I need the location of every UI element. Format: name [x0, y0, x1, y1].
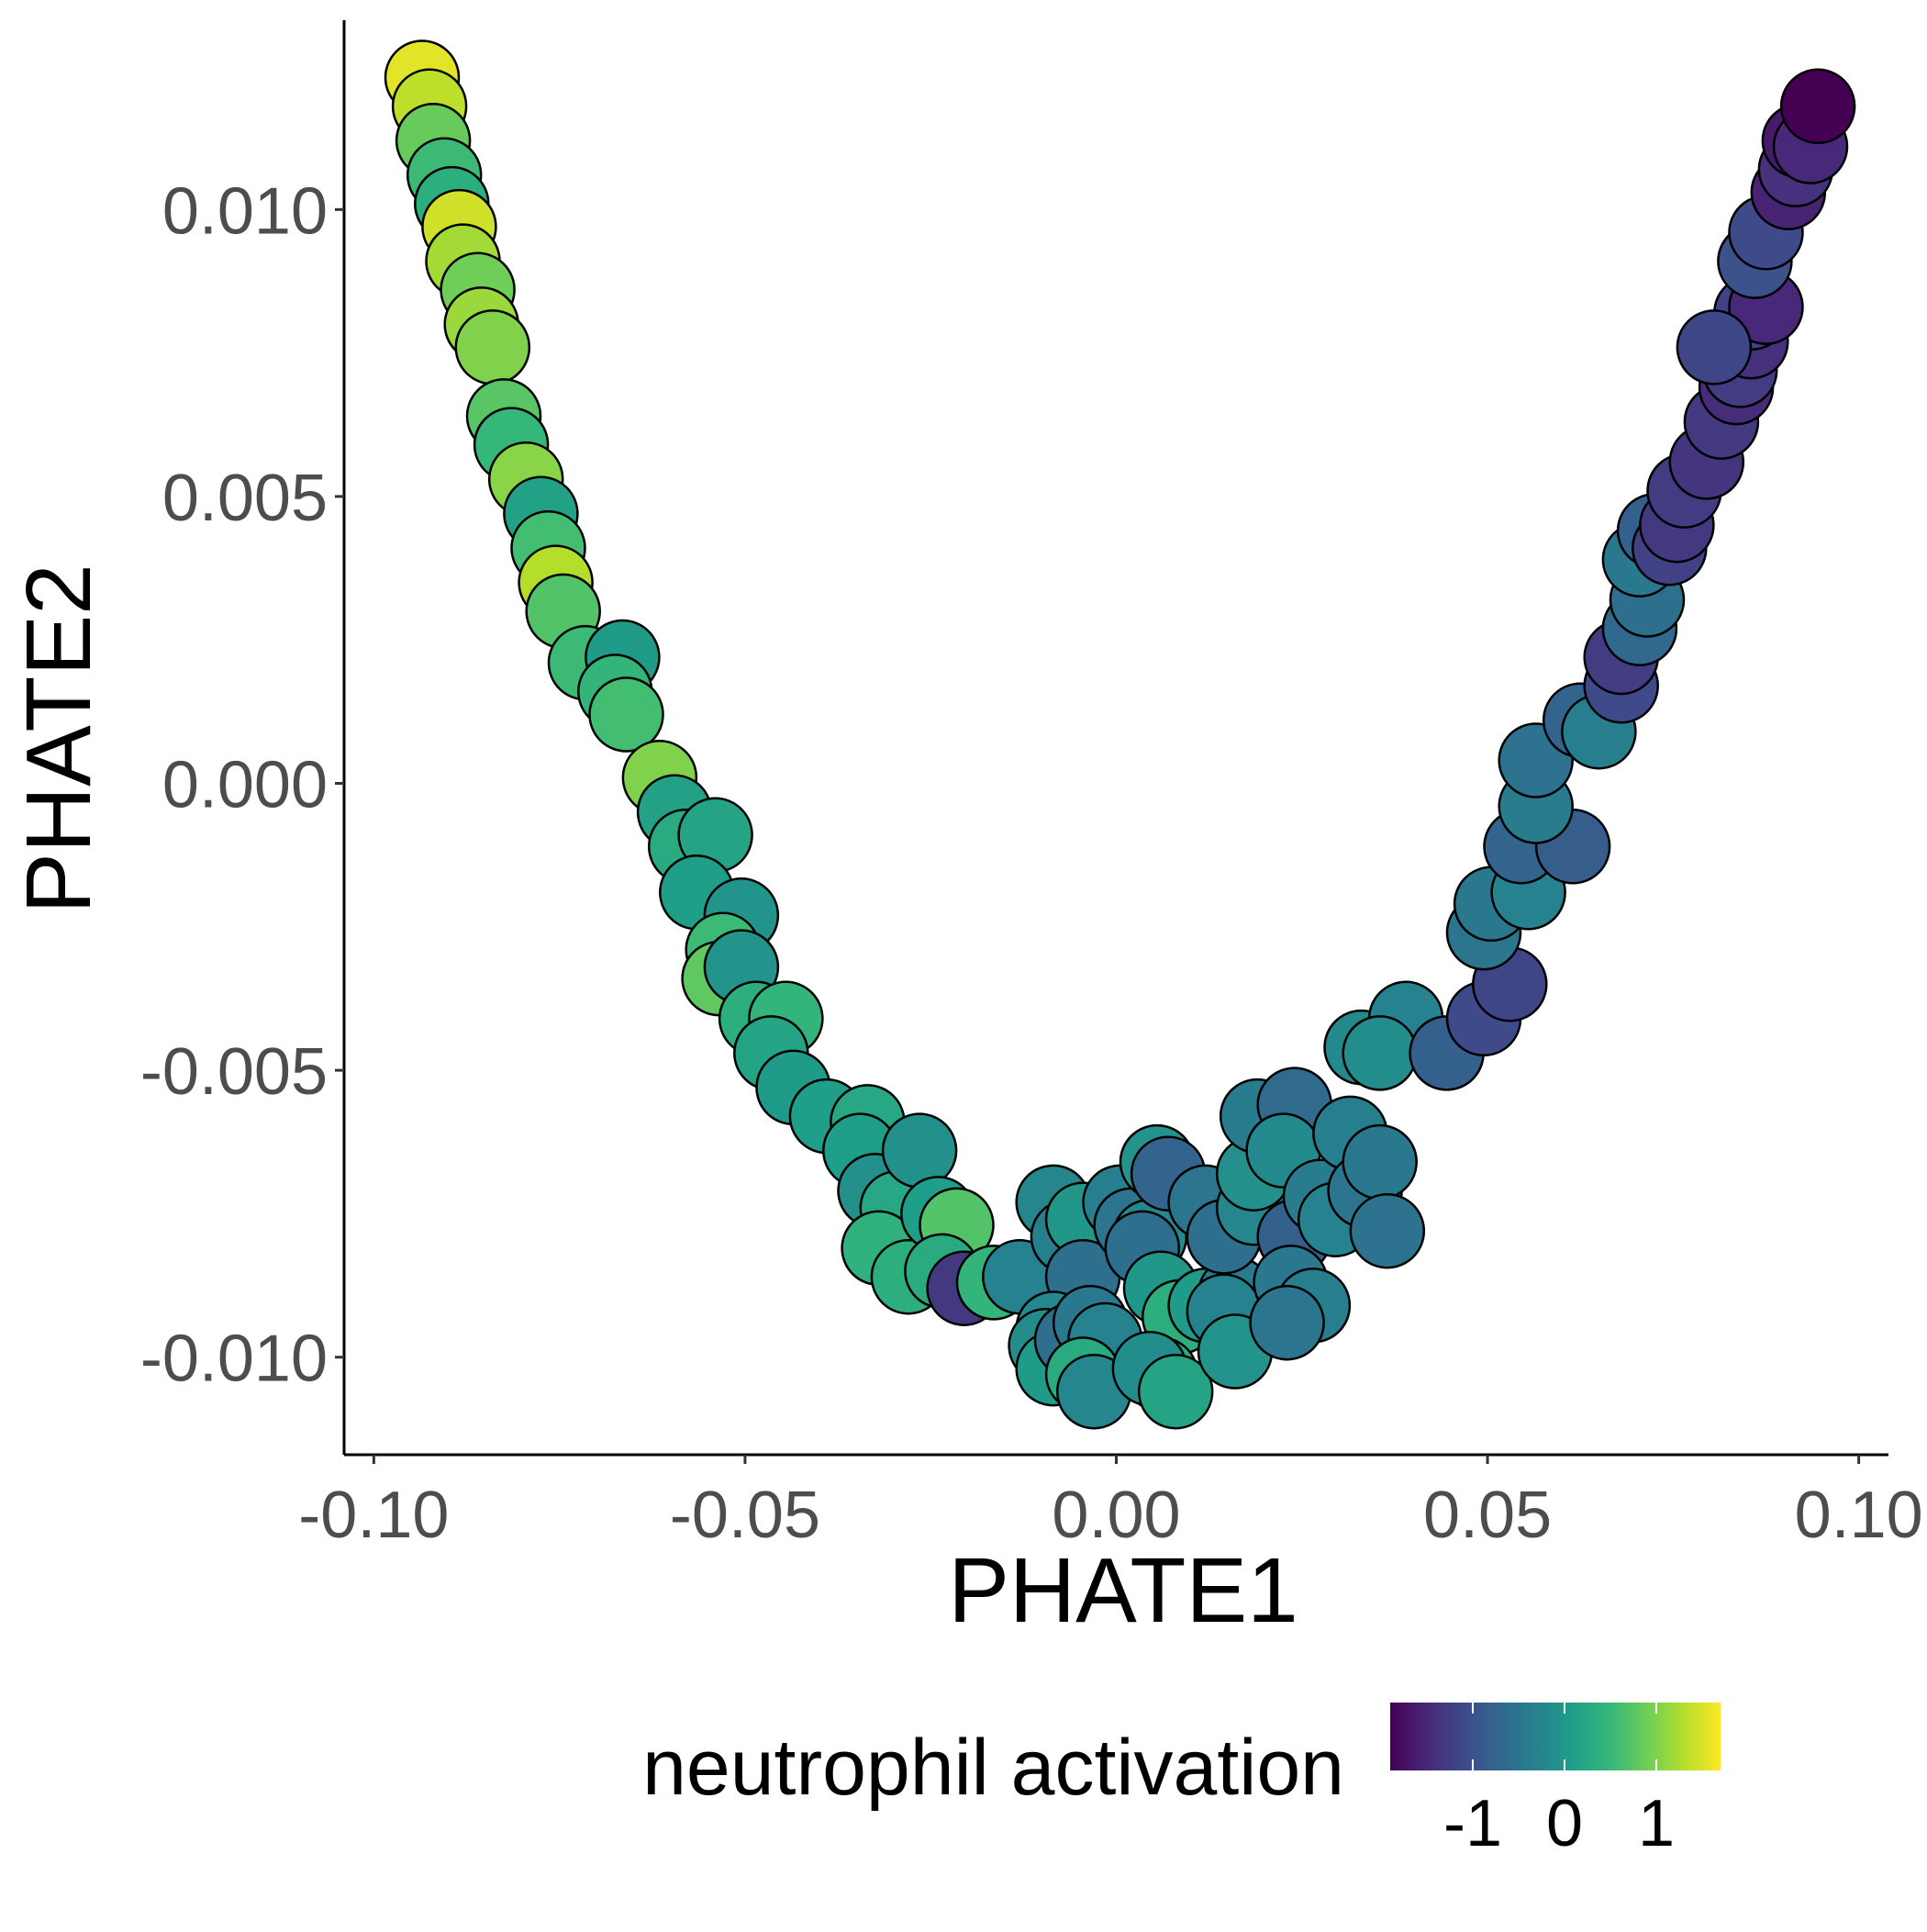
y-axis-title: PHATE2	[7, 564, 110, 914]
scatter-point	[1779, 68, 1856, 145]
x-axis-ticks: -0.10 -0.05 0.00 0.05 0.10	[298, 1455, 1923, 1552]
scatter-point	[454, 309, 531, 385]
x-tick-label: 0.05	[1423, 1479, 1552, 1552]
scatter-point	[1342, 1123, 1418, 1201]
scatter-point	[881, 1112, 958, 1189]
legend-title: neutrophil activation	[642, 1724, 1344, 1812]
scatter-point	[1676, 309, 1753, 385]
color-legend: neutrophil activation -1 0 1	[642, 1703, 1721, 1860]
x-tick-label: 0.10	[1795, 1479, 1923, 1552]
legend-tick-label: -1	[1443, 1787, 1502, 1860]
scatter-point	[1349, 1192, 1426, 1269]
scatter-point	[1342, 1015, 1418, 1091]
scatter-point	[588, 676, 664, 753]
scatter-point	[1137, 1353, 1214, 1430]
y-tick-label: 0.005	[162, 462, 328, 535]
y-tick-label: -0.005	[140, 1035, 328, 1109]
x-tick-label: 0.00	[1052, 1479, 1180, 1552]
y-tick-label: 0.010	[162, 174, 328, 248]
x-tick-label: -0.10	[298, 1479, 449, 1552]
legend-tick-label: 0	[1546, 1787, 1583, 1860]
legend-colorbar	[1390, 1703, 1721, 1770]
y-axis-ticks: -0.010 -0.005 0.000 0.005 0.010	[140, 174, 344, 1396]
y-tick-label: 0.000	[162, 749, 328, 822]
axes: -0.10 -0.05 0.00 0.05 0.10 -0.010 -0.005 0.000…	[7, 20, 1923, 1642]
data-points	[384, 39, 1856, 1430]
y-tick-label: -0.010	[140, 1323, 328, 1396]
x-tick-label: -0.05	[670, 1479, 820, 1552]
x-axis-title: PHATE1	[948, 1539, 1298, 1642]
legend-ticks: -1 0 1	[1443, 1703, 1675, 1860]
legend-tick-label: 1	[1638, 1787, 1675, 1860]
scatter-point	[1249, 1284, 1325, 1361]
